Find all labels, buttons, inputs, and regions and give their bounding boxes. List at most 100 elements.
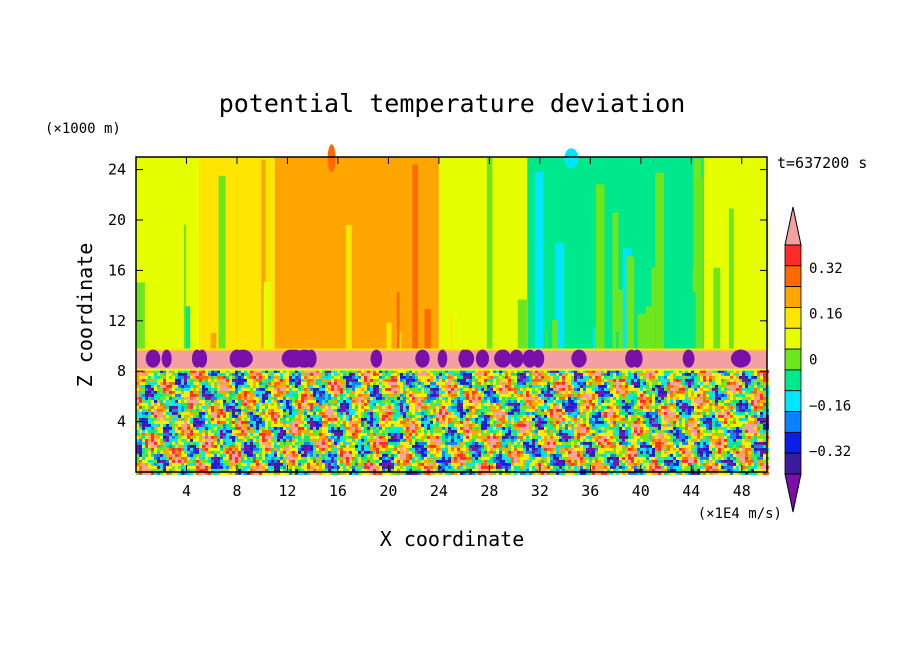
field-cell [631, 411, 634, 415]
field-cell [295, 393, 298, 397]
field-cell [577, 420, 580, 424]
field-cell [697, 372, 700, 376]
field-cell [541, 414, 544, 418]
field-cell [529, 390, 532, 394]
field-cell [178, 420, 181, 424]
field-cell [184, 393, 187, 397]
field-cell [217, 429, 220, 433]
field-cell [226, 375, 229, 379]
field-cell [379, 435, 382, 439]
field-cell [265, 378, 268, 382]
field-cell [436, 384, 439, 388]
field-cell [433, 408, 436, 412]
field-cell [343, 399, 346, 403]
field-cell [550, 393, 553, 397]
field-cell [220, 432, 223, 436]
field-cell [595, 429, 598, 433]
field-cell [325, 384, 328, 388]
field-cell [514, 435, 517, 439]
field-cell [454, 381, 457, 385]
field-cell [196, 420, 199, 424]
field-cell [331, 432, 334, 436]
field-cell [181, 378, 184, 382]
field-cell [163, 411, 166, 415]
field-cell [211, 387, 214, 391]
field-cell [364, 369, 367, 373]
field-cell [199, 438, 202, 442]
field-cell [616, 432, 619, 436]
field-cell [385, 405, 388, 409]
field-cell [259, 387, 262, 391]
field-cell [307, 411, 310, 415]
field-cell [166, 381, 169, 385]
field-cell [628, 402, 631, 406]
field-cell [577, 375, 580, 379]
field-cell [334, 396, 337, 400]
field-cell [592, 426, 595, 430]
field-cell [544, 372, 547, 376]
field-cell [757, 402, 760, 406]
field-cell [229, 387, 232, 391]
field-cell [667, 417, 670, 421]
field-cell [577, 426, 580, 430]
field-cell [382, 411, 385, 415]
field-cell [748, 396, 751, 400]
field-cell [295, 390, 298, 394]
field-cell [685, 393, 688, 397]
field-cell [613, 426, 616, 430]
field-cell [319, 378, 322, 382]
field-cell [151, 420, 154, 424]
field-cell [742, 396, 745, 400]
field-cell [169, 369, 172, 373]
field-cell [535, 432, 538, 436]
field-cell [331, 399, 334, 403]
field-cell [172, 396, 175, 400]
field-cell [373, 429, 376, 433]
field-cell [532, 435, 535, 439]
field-cell [706, 381, 709, 385]
field-cell [289, 369, 292, 373]
field-cell [703, 414, 706, 418]
field-cell [373, 435, 376, 439]
field-cell [496, 390, 499, 394]
field-cell [520, 396, 523, 400]
field-cell [337, 405, 340, 409]
field-cell [148, 387, 151, 391]
field-cell [424, 387, 427, 391]
field-cell [412, 405, 415, 409]
field-cell [316, 387, 319, 391]
field-cell [175, 390, 178, 394]
field-cell [151, 375, 154, 379]
field-cell [463, 417, 466, 421]
field-cell [574, 402, 577, 406]
field-cell [394, 435, 397, 439]
field-cell [595, 402, 598, 406]
field-cell [256, 426, 259, 430]
field-cell [679, 420, 682, 424]
field-cell [358, 405, 361, 409]
field-cell [496, 420, 499, 424]
field-streak [417, 216, 421, 350]
field-streak [517, 299, 527, 350]
field-cell [184, 387, 187, 391]
field-cell [184, 420, 187, 424]
field-cell [421, 399, 424, 403]
field-cell [268, 438, 271, 442]
field-cell [577, 408, 580, 412]
field-cell [562, 384, 565, 388]
field-cell [505, 381, 508, 385]
field-cell [670, 396, 673, 400]
field-cell [745, 390, 748, 394]
field-cell [763, 426, 766, 430]
field-cell [307, 438, 310, 442]
field-cell [712, 435, 715, 439]
field-cell [607, 390, 610, 394]
field-cell [496, 372, 499, 376]
field-streak [695, 271, 702, 350]
field-cell [658, 411, 661, 415]
field-cell [553, 426, 556, 430]
field-cell [721, 402, 724, 406]
field-cell [571, 369, 574, 373]
field-cell [244, 423, 247, 427]
field-cell [613, 384, 616, 388]
